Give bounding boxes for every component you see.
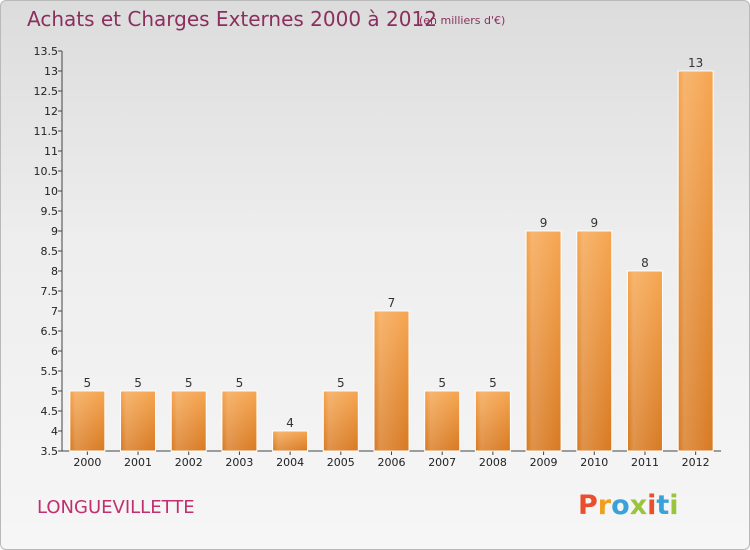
- value-label: 5: [337, 376, 345, 390]
- y-tick-label: 13: [44, 65, 58, 78]
- y-tick-label: 5.5: [41, 365, 59, 378]
- y-tick-label: 3.5: [41, 445, 59, 458]
- chart-unit: (en milliers d'€): [419, 14, 506, 27]
- value-label: 5: [185, 376, 193, 390]
- x-tick-label: 2008: [479, 456, 507, 469]
- x-tick-label: 2001: [124, 456, 152, 469]
- x-tick-label: 2002: [175, 456, 203, 469]
- brand-logo: Proxiti: [578, 490, 679, 521]
- y-tick-label: 7.5: [41, 285, 59, 298]
- bar-highlight: [628, 272, 662, 450]
- y-tick-label: 6.5: [41, 325, 59, 338]
- y-tick-label: 4.5: [41, 405, 59, 418]
- brand-letter: x: [629, 490, 648, 521]
- value-label: 8: [641, 256, 649, 270]
- y-tick-label: 9: [51, 225, 58, 238]
- value-label: 9: [540, 216, 548, 230]
- x-tick-label: 2012: [682, 456, 710, 469]
- value-label: 5: [438, 376, 446, 390]
- x-tick-label: 2011: [631, 456, 659, 469]
- bar-highlight: [324, 392, 358, 450]
- y-tick-label: 5: [51, 385, 58, 398]
- value-label: 7: [388, 296, 396, 310]
- bars: [69, 70, 714, 452]
- value-label: 5: [489, 376, 497, 390]
- y-tick-label: 8.5: [41, 245, 59, 258]
- brand-letter: i: [669, 490, 679, 521]
- commune-name: LONGUEVILLETTE: [37, 497, 195, 518]
- value-label: 5: [84, 376, 92, 390]
- labels: 2000 5 2001 5 2002 5 2003 5 2004 4 2005 5 2006 7 2007 5…: [73, 56, 709, 469]
- bar-highlight: [273, 432, 307, 450]
- bar-highlight: [375, 312, 408, 450]
- y-tick-label: 10.5: [34, 165, 59, 178]
- y-tick-label: 6: [51, 345, 58, 358]
- bar-highlight: [222, 392, 256, 450]
- chart-title: Achats et Charges Externes 2000 à 2012: [27, 7, 437, 31]
- value-label: 5: [134, 376, 142, 390]
- y-tick-label: 11: [44, 145, 58, 158]
- y-tick-label: 4: [51, 425, 58, 438]
- brand-letter: P: [578, 490, 598, 521]
- x-tick-label: 2004: [276, 456, 304, 469]
- y-tick-label: 12.5: [34, 85, 59, 98]
- bar-highlight: [70, 392, 104, 450]
- y-tick-label: 9.5: [41, 205, 59, 218]
- bar-highlight: [679, 72, 713, 450]
- value-label: 4: [286, 416, 294, 430]
- y-tick-label: 7: [51, 305, 58, 318]
- x-tick-label: 2000: [73, 456, 101, 469]
- bar-highlight: [476, 392, 510, 450]
- x-tick-label: 2005: [327, 456, 355, 469]
- brand-letter: o: [611, 490, 630, 521]
- y-tick-label: 11.5: [34, 125, 59, 138]
- bar-highlight: [577, 232, 611, 450]
- axes: 3.5 4 4.5 5 5.5 6 6.5 7 7.5 8 8.5 9 9.5 10 10.5 11 11.5 1…: [34, 45, 721, 458]
- y-tick-label: 10: [44, 185, 58, 198]
- x-tick-label: 2010: [580, 456, 608, 469]
- x-tick-label: 2003: [225, 456, 253, 469]
- brand-letter: r: [597, 490, 612, 521]
- y-tick-label: 8: [51, 265, 58, 278]
- bar-highlight: [172, 392, 206, 450]
- x-tick-label: 2009: [530, 456, 558, 469]
- brand-letter: i: [647, 490, 657, 521]
- bar-highlight: [425, 392, 459, 450]
- value-label: 13: [688, 56, 703, 70]
- brand-letter: t: [656, 490, 670, 521]
- bar-highlight: [121, 392, 155, 450]
- y-tick-label: 12: [44, 105, 58, 118]
- value-label: 5: [236, 376, 244, 390]
- x-tick-label: 2006: [378, 456, 406, 469]
- x-tick-label: 2007: [428, 456, 456, 469]
- bar-highlight: [527, 232, 561, 450]
- y-tick-label: 13.5: [34, 45, 59, 58]
- value-label: 9: [590, 216, 598, 230]
